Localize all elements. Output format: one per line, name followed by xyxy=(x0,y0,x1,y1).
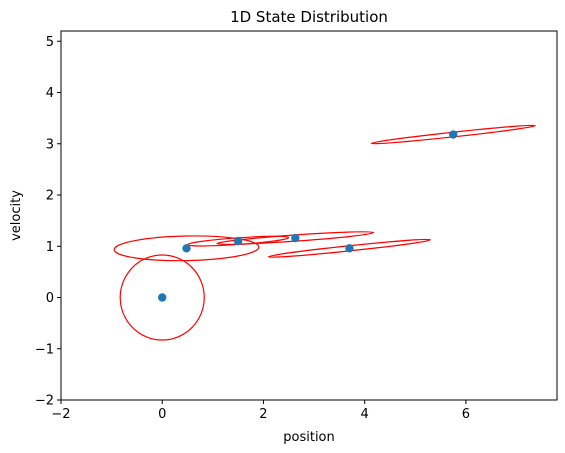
x-axis-label: position xyxy=(283,430,335,445)
chart-title: 1D State Distribution xyxy=(230,8,388,26)
x-axis-ticks: −2 0 2 4 6 xyxy=(51,400,470,422)
y-axis-label: velocity xyxy=(9,190,24,241)
y-tick-label: −2 xyxy=(35,394,54,409)
x-tick-label: 4 xyxy=(361,407,369,422)
points-layer xyxy=(158,130,458,302)
y-tick-label: 0 xyxy=(46,291,54,306)
plot-frame xyxy=(60,30,558,401)
x-tick-label: 2 xyxy=(259,407,267,422)
data-point xyxy=(291,233,300,243)
covariance-ellipse xyxy=(113,235,260,262)
data-point xyxy=(345,244,354,253)
covariance-ellipse xyxy=(119,254,205,341)
y-tick-label: −1 xyxy=(35,342,54,357)
data-point xyxy=(233,236,243,246)
plot-background xyxy=(61,31,557,400)
y-tick-label: 1 xyxy=(46,240,54,255)
y-tick-label: 2 xyxy=(46,189,54,204)
data-point xyxy=(449,130,458,139)
data-point xyxy=(182,244,191,253)
x-tick-label: −2 xyxy=(51,407,70,422)
y-axis-ticks: −2 −1 0 1 2 3 4 5 xyxy=(35,35,61,409)
x-tick-label: 6 xyxy=(462,407,470,422)
data-point xyxy=(158,293,167,302)
y-tick-label: 3 xyxy=(46,137,54,152)
x-tick-label: 0 xyxy=(158,407,166,422)
y-tick-label: 4 xyxy=(46,86,54,101)
y-tick-label: 5 xyxy=(46,35,54,50)
